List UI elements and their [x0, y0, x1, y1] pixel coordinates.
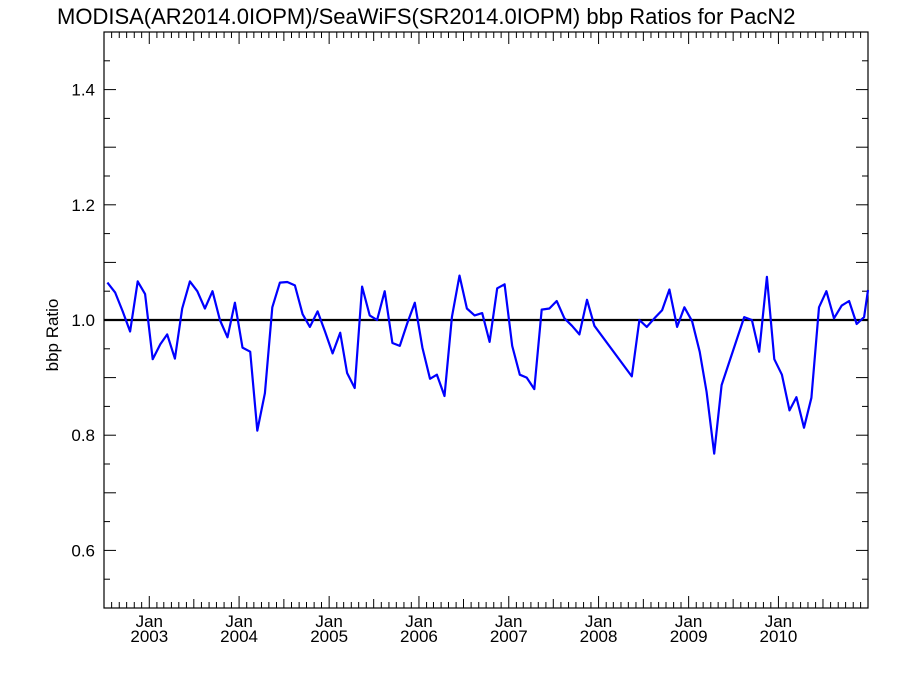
x-tick-label-month: Jan: [405, 612, 432, 631]
series-line: [106, 274, 870, 455]
x-tick-label-year: 2007: [490, 627, 528, 646]
x-tick-label-year: 2004: [220, 627, 258, 646]
x-tick-label-year: 2009: [670, 627, 708, 646]
series-group: [106, 274, 870, 455]
x-tick-label-month: Jan: [495, 612, 522, 631]
y-ticks: 0.6 0.8 1.0 1.2 1.4: [71, 60, 868, 580]
x-tick-label-year: 2006: [400, 627, 438, 646]
x-tick-label-year: 2008: [580, 627, 618, 646]
x-ticks: Jan2003Jan2004Jan2005Jan2006Jan2007Jan20…: [103, 32, 862, 646]
chart-title: MODISA(AR2014.0IOPM)/SeaWiFS(SR2014.0IOP…: [57, 4, 795, 29]
x-tick-label-year: 2005: [310, 627, 348, 646]
x-tick-label-month: Jan: [765, 612, 792, 631]
x-tick-label-month: Jan: [225, 612, 252, 631]
x-tick-label-month: Jan: [315, 612, 342, 631]
x-tick-label-month: Jan: [136, 612, 163, 631]
y-tick-label: 1.4: [71, 81, 95, 100]
x-tick-label-month: Jan: [585, 612, 612, 631]
x-tick-label-year: 2003: [130, 627, 168, 646]
y-tick-label: 1.0: [71, 311, 95, 330]
y-tick-label: 1.2: [71, 196, 95, 215]
x-tick-label-month: Jan: [675, 612, 702, 631]
x-tick-label-year: 2010: [760, 627, 798, 646]
y-tick-label: 0.6: [71, 541, 95, 560]
y-axis-label: bbp Ratio: [43, 299, 62, 372]
y-tick-label: 0.8: [71, 426, 95, 445]
